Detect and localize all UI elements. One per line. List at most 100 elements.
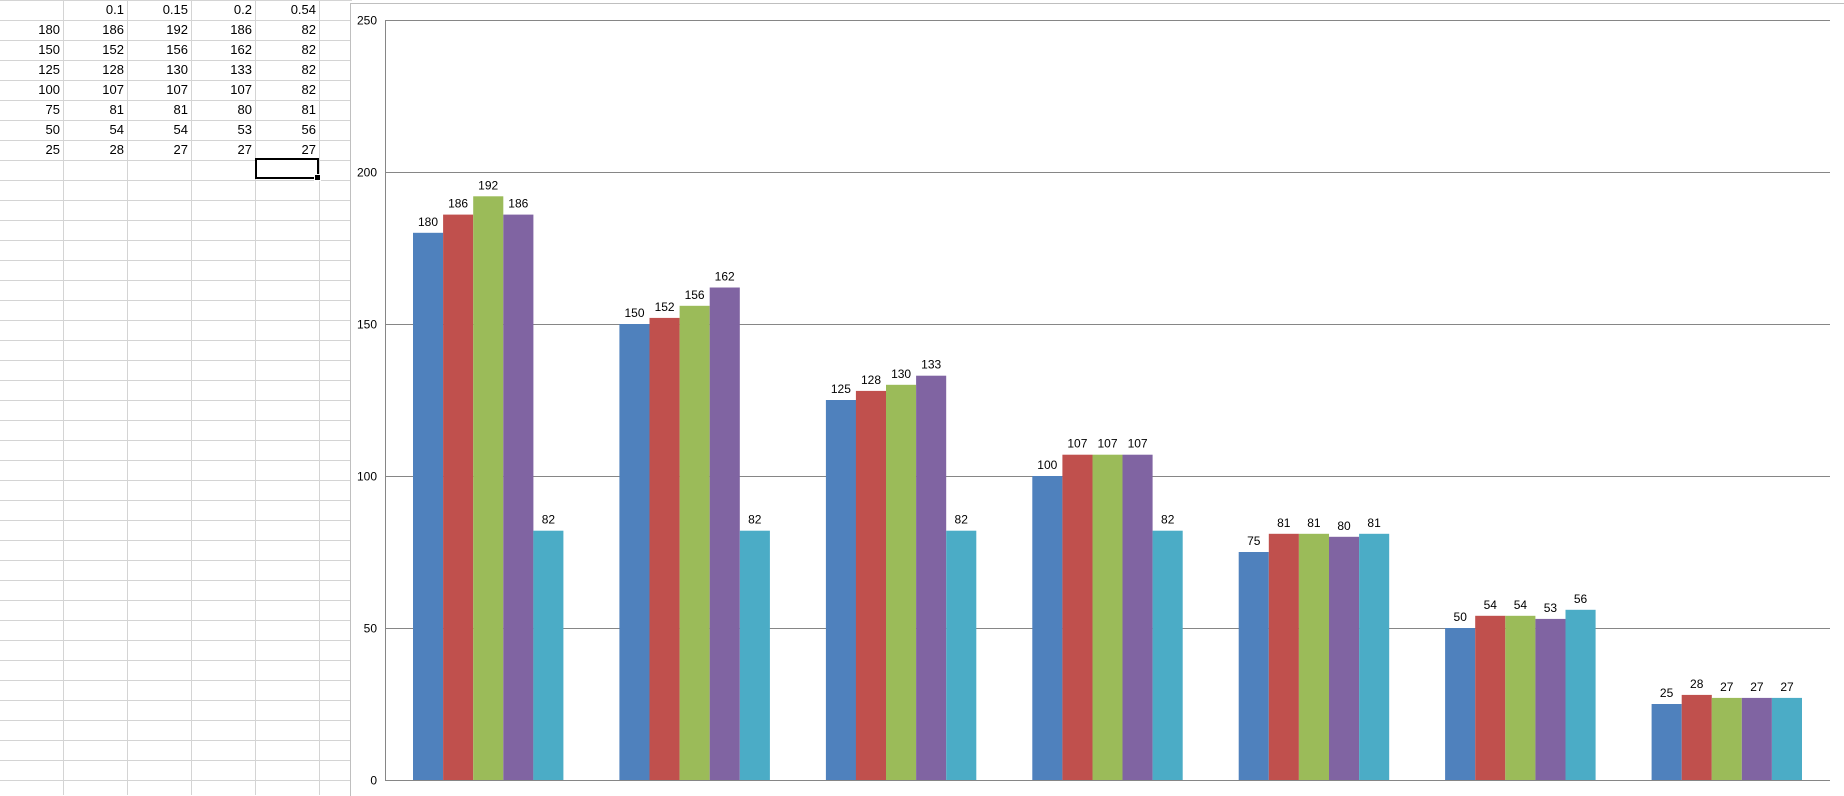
table-cell[interactable]: 0.54: [290, 2, 316, 17]
table-cell[interactable]: 82: [301, 22, 316, 37]
table-cell[interactable]: 27: [301, 142, 316, 157]
table-cell[interactable]: 156: [166, 42, 188, 57]
table-cell[interactable]: 56: [301, 122, 316, 137]
data-label: 27: [1720, 680, 1734, 694]
bar: [825, 400, 856, 780]
table-cell[interactable]: 162: [230, 42, 252, 57]
table-cell[interactable]: 150: [38, 42, 60, 57]
table-cell[interactable]: 81: [109, 102, 124, 117]
table-cell[interactable]: 192: [166, 22, 188, 37]
bar: [1032, 476, 1063, 780]
data-label: 28: [1690, 677, 1704, 691]
data-label: 54: [1514, 598, 1528, 612]
table-cell[interactable]: 107: [102, 82, 124, 97]
data-label: 152: [655, 300, 675, 314]
table-cell[interactable]: 82: [301, 82, 316, 97]
y-tick-label: 150: [357, 318, 377, 332]
table-row: 125 128 130 133 82: [0, 60, 320, 80]
table-cell[interactable]: 125: [38, 62, 60, 77]
bar: [1681, 694, 1712, 780]
data-label: 107: [1067, 437, 1087, 451]
bar: [946, 530, 977, 780]
bar: [1771, 697, 1802, 780]
table-cell[interactable]: 107: [166, 82, 188, 97]
data-label: 27: [1750, 680, 1764, 694]
table-row: 100 107 107 107 82: [0, 80, 320, 100]
data-table: 0.1 0.15 0.2 0.54 180 186 192 186 82 150 152 156 162…: [0, 0, 320, 160]
spreadsheet-grid[interactable]: 0.1 0.15 0.2 0.54 180 186 192 186 82 150 152 156 162…: [0, 0, 352, 795]
bar-chart: 0 50 100 150 200 250 180 186 192 186 82 150 152 156 16…: [357, 14, 1830, 788]
data-label: 107: [1128, 437, 1148, 451]
data-label: 150: [624, 306, 644, 320]
table-row: 75 81 81 80 81: [0, 100, 320, 120]
data-label: 100: [1037, 458, 1057, 472]
bar: [1152, 530, 1183, 780]
bar: [1741, 697, 1772, 780]
table-cell[interactable]: 81: [301, 102, 316, 117]
data-label: 186: [448, 197, 468, 211]
table-cell[interactable]: 0.1: [105, 2, 124, 17]
bar: [679, 305, 710, 780]
data-label: 82: [1161, 513, 1175, 527]
table-cell[interactable]: 50: [45, 122, 60, 137]
table-cell[interactable]: 27: [173, 142, 188, 157]
table-cell[interactable]: 27: [237, 142, 252, 157]
table-cell[interactable]: 180: [38, 22, 60, 37]
bar: [886, 384, 917, 780]
bar: [1298, 533, 1329, 780]
bar: [709, 287, 740, 780]
table-cell[interactable]: 80: [237, 102, 252, 117]
table-row: 180 186 192 186 82: [0, 20, 320, 40]
data-label: 107: [1097, 437, 1117, 451]
table-cell[interactable]: 82: [301, 42, 316, 57]
table-cell[interactable]: 186: [102, 22, 124, 37]
y-tick-label: 0: [370, 774, 377, 788]
table-cell[interactable]: 81: [173, 102, 188, 117]
bar: [855, 390, 886, 780]
table-cell[interactable]: 133: [230, 62, 252, 77]
bar: [1651, 704, 1682, 780]
bar: [739, 530, 770, 780]
data-label: 82: [955, 513, 969, 527]
bar: [1505, 615, 1536, 780]
table-cell[interactable]: 82: [301, 62, 316, 77]
bar: [1565, 609, 1596, 780]
data-label: 54: [1484, 598, 1498, 612]
table-cell[interactable]: 54: [109, 122, 124, 137]
bar: [443, 214, 474, 781]
table-cell[interactable]: 128: [102, 62, 124, 77]
data-label: 186: [508, 197, 528, 211]
bar: [1711, 697, 1742, 780]
data-label: 75: [1247, 534, 1261, 548]
table-cell[interactable]: [0, 0, 64, 20]
data-label: 53: [1544, 601, 1558, 615]
data-label: 25: [1660, 686, 1674, 700]
table-cell[interactable]: 186: [230, 22, 252, 37]
y-tick-label: 100: [357, 470, 377, 484]
table-cell[interactable]: 107: [230, 82, 252, 97]
table-cell[interactable]: 25: [45, 142, 60, 157]
data-label: 56: [1574, 592, 1588, 606]
table-cell[interactable]: 130: [166, 62, 188, 77]
table-cell[interactable]: 100: [38, 82, 60, 97]
active-cell-cursor[interactable]: [255, 158, 321, 181]
bar: [1238, 552, 1269, 780]
table-row: 25 28 27 27 27: [0, 140, 320, 160]
bar: [533, 530, 564, 780]
y-tick-label: 50: [364, 622, 378, 636]
bar: [1092, 454, 1123, 780]
table-cell[interactable]: 53: [237, 122, 252, 137]
bar: [1329, 536, 1360, 780]
table-cell[interactable]: 0.15: [162, 2, 188, 17]
table-cell[interactable]: 75: [45, 102, 60, 117]
table-cell[interactable]: 152: [102, 42, 124, 57]
bar: [916, 375, 947, 780]
bar: [1062, 454, 1093, 780]
table-cell[interactable]: 28: [109, 142, 124, 157]
data-label: 27: [1780, 680, 1794, 694]
table-cell[interactable]: 0.2: [233, 2, 252, 17]
chart-area[interactable]: 0 50 100 150 200 250 180 186 192 186 82 150 152 156 16…: [350, 3, 1844, 796]
table-row: 50 54 54 53 56: [0, 120, 320, 140]
table-cell[interactable]: 54: [173, 122, 188, 137]
bar: [473, 196, 504, 781]
